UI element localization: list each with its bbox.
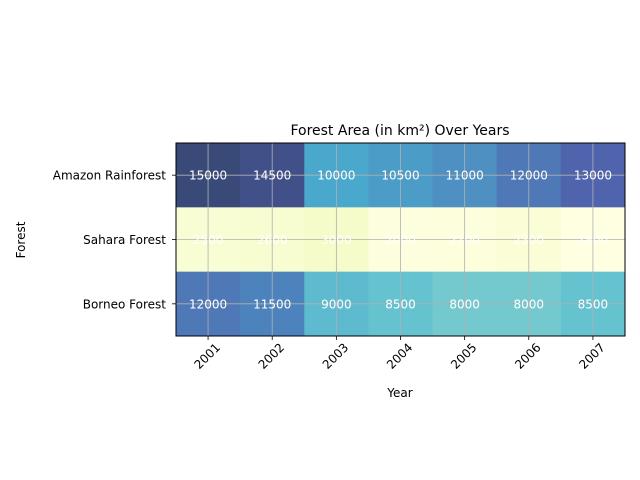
cell-value-label: 11000 xyxy=(446,169,484,183)
cell-value-label: 2000 xyxy=(385,233,416,247)
cell-value-label: 2300 xyxy=(514,233,545,247)
cell-value-label: 8500 xyxy=(578,297,609,311)
cell-value-label: 10500 xyxy=(381,169,419,183)
cell-value-label: 10000 xyxy=(317,169,355,183)
cell-value-label: 2100 xyxy=(449,233,480,247)
y-axis-ticks: Amazon Rainforest Sahara Forest Borneo For… xyxy=(53,169,176,311)
cell-value-label: 14500 xyxy=(253,169,291,183)
cell-value-label: 9000 xyxy=(321,297,352,311)
cell-value-label: 2600 xyxy=(257,233,288,247)
cell-value-label: 3000 xyxy=(321,233,352,247)
cell-value-label: 11500 xyxy=(253,297,291,311)
cell-value-label: 8000 xyxy=(514,297,545,311)
cell-value-label: 13000 xyxy=(574,169,612,183)
cell-value-label: 12000 xyxy=(189,297,227,311)
cell-value-label: 1800 xyxy=(578,233,609,247)
cell-value-labels: 15000 14500 10000 10500 11000 12000 13000 2500 2… xyxy=(189,169,612,312)
cell-value-label: 8000 xyxy=(449,297,480,311)
y-tick-label: Sahara Forest xyxy=(83,233,166,247)
cell-value-label: 12000 xyxy=(510,169,548,183)
y-tick-label: Borneo Forest xyxy=(83,297,167,311)
y-tick-label: Amazon Rainforest xyxy=(53,169,167,183)
grid-lines xyxy=(176,143,625,336)
y-axis-label: Forest xyxy=(14,221,28,258)
x-axis-label: Year xyxy=(386,386,412,400)
cell-value-label: 8500 xyxy=(385,297,416,311)
chart-title: Forest Area (in km²) Over Years xyxy=(290,123,509,139)
cell-value-label: 2500 xyxy=(193,233,224,247)
cell-value-label: 15000 xyxy=(189,169,227,183)
